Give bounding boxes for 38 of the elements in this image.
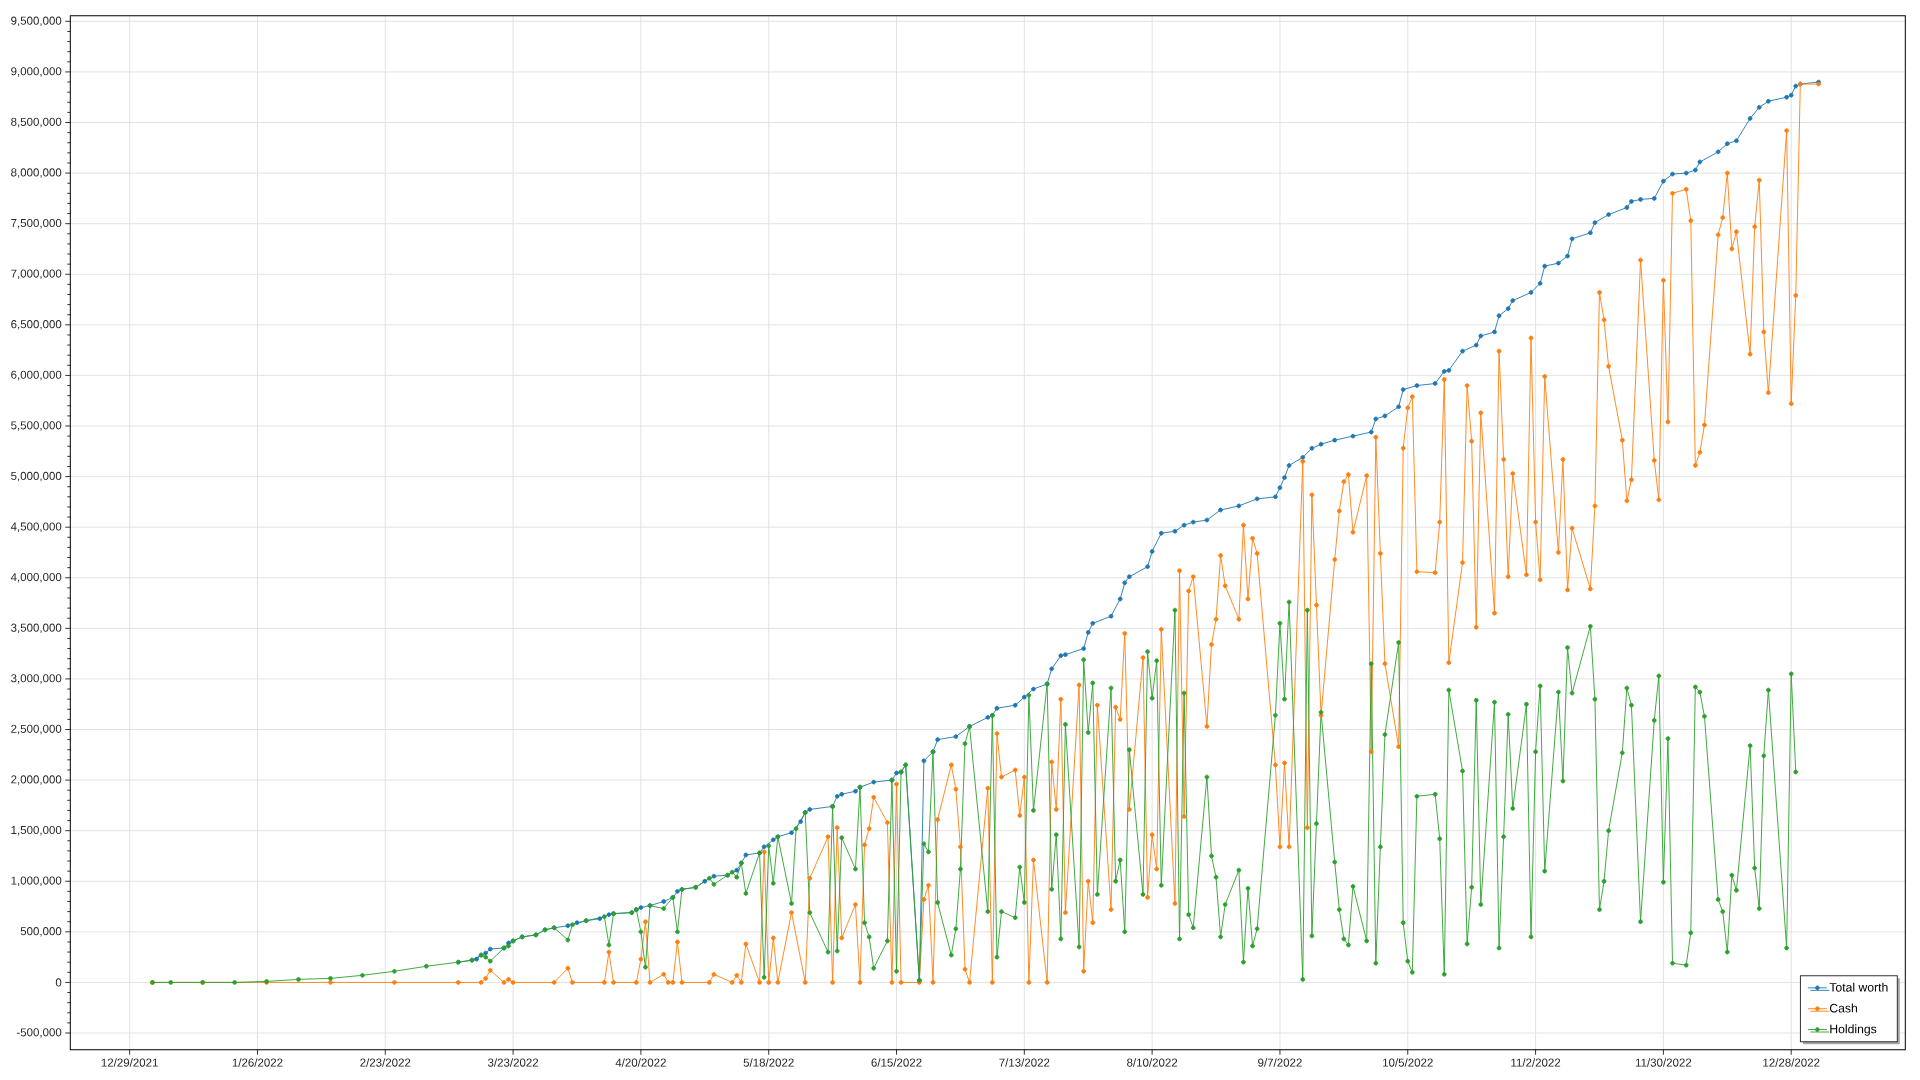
x-tick-label: 9/7/2022 <box>1258 1058 1302 1067</box>
y-tick-label: 6,000,000 <box>11 370 62 381</box>
y-tick-label: 9,500,000 <box>11 16 62 27</box>
y-tick-label: 5,500,000 <box>11 421 62 431</box>
y-tick-label: -500,000 <box>16 1028 62 1038</box>
y-tick-label: 8,500,000 <box>11 117 62 128</box>
y-tick-label: 0 <box>55 978 62 987</box>
x-tick-label: 4/20/2022 <box>615 1058 666 1067</box>
x-tick-label: 2/23/2022 <box>360 1058 411 1067</box>
y-tick-label: 9,000,000 <box>11 67 62 77</box>
y-tick-label: 2,000,000 <box>11 775 62 785</box>
x-tick-label: 7/13/2022 <box>999 1058 1050 1067</box>
y-tick-label: 8,000,000 <box>11 168 62 178</box>
legend-label: Holdings <box>1830 1024 1877 1036</box>
x-tick-label: 12/29/2021 <box>101 1058 158 1067</box>
x-tick-label: 1/26/2022 <box>232 1058 283 1067</box>
x-tick-label: 5/18/2022 <box>743 1058 794 1067</box>
y-tick-label: 4,500,000 <box>10 522 62 532</box>
x-tick-label: 10/5/2022 <box>1383 1058 1433 1067</box>
y-tick-label: 3,000,000 <box>11 674 62 684</box>
y-tick-label: 6,500,000 <box>11 320 62 330</box>
legend-label: Cash <box>1829 1003 1857 1013</box>
y-tick-label: 1,500,000 <box>11 825 62 836</box>
y-tick-label: 2,500,000 <box>11 724 62 735</box>
y-tick-label: 4,000,000 <box>10 573 62 583</box>
x-tick-label: 3/23/2022 <box>487 1058 539 1067</box>
x-tick-label: 11/30/2022 <box>1635 1058 1692 1067</box>
y-tick-label: 7,000,000 <box>11 269 62 280</box>
x-tick-label: 12/28/2022 <box>1763 1058 1820 1067</box>
y-tick-label: 7,500,000 <box>11 218 62 229</box>
y-tick-label: 5,000,000 <box>11 471 62 482</box>
x-tick-label: 8/10/2022 <box>1127 1058 1178 1067</box>
x-tick-label: 6/15/2022 <box>871 1058 922 1067</box>
y-tick-label: 3,500,000 <box>11 623 62 634</box>
y-tick-label: 500,000 <box>20 927 62 937</box>
y-tick-label: 1,000,000 <box>11 876 62 887</box>
x-tick-label: 11/2/2022 <box>1511 1058 1561 1067</box>
legend-label: Total worth <box>1829 982 1888 992</box>
